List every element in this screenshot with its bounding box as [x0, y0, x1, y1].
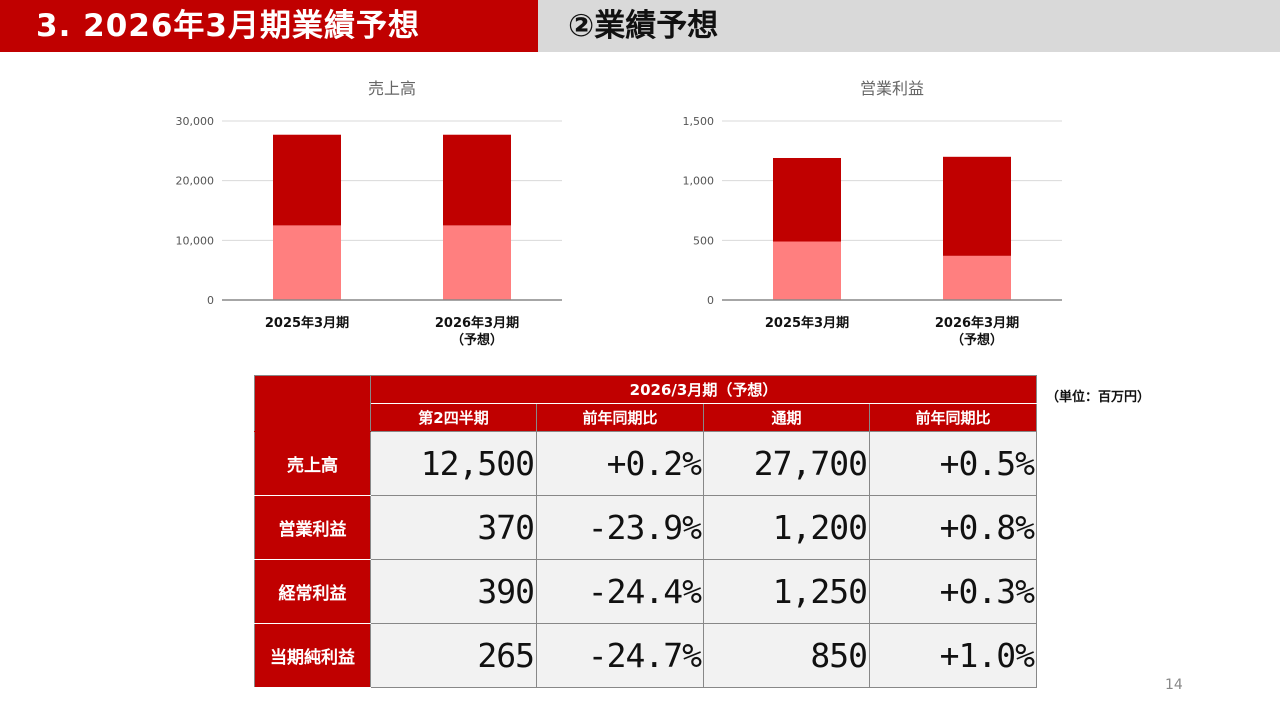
column-header: 前年同期比	[869, 403, 1037, 432]
table-row: 当期純利益 265 -24.7% 850 +1.0%	[254, 623, 1037, 688]
bar-segment	[443, 134, 511, 226]
table-cell: 12,500	[370, 431, 537, 496]
table-cell: +0.3%	[869, 559, 1037, 624]
section-title: 3. 2026年3月期業績予想	[0, 0, 538, 52]
table-cell: 390	[370, 559, 537, 624]
table-cell: -24.7%	[536, 623, 704, 688]
y-tick-label: 0	[707, 294, 714, 307]
page-title: ②業績予想	[538, 0, 1280, 52]
table-row: 経常利益 390 -24.4% 1,250 +0.3%	[254, 559, 1037, 624]
y-tick-label: 20,000	[176, 175, 215, 188]
forecast-table: 2026/3月期（予想） 第2四半期 前年同期比 通期 前年同期比 売上高 12…	[254, 375, 1037, 688]
bar-segment	[943, 156, 1011, 256]
bar-segment	[773, 241, 841, 300]
x-tick-label: 2026年3月期（予想）	[935, 315, 1019, 348]
column-header: 第2四半期	[370, 403, 537, 432]
table-row: 売上高 12,500 +0.2% 27,700 +0.5%	[254, 431, 1037, 496]
y-tick-label: 10,000	[176, 234, 215, 247]
table-cell: 27,700	[703, 431, 870, 496]
table-cell: +0.2%	[536, 431, 704, 496]
column-header: 前年同期比	[536, 403, 704, 432]
unit-label: （単位：百万円）	[1046, 390, 1151, 405]
table-cell: 370	[370, 495, 537, 560]
operating-income-chart: 営業利益 0 500 1,000 1,500 2025年3月期 2026年3月期（予想）	[683, 79, 1062, 348]
row-label: 売上高	[254, 431, 371, 496]
y-tick-label: 1,000	[683, 175, 715, 188]
row-label: 営業利益	[254, 495, 371, 560]
chart-title: 営業利益	[860, 79, 924, 98]
x-tick-label: 2026年3月期（予想）	[435, 315, 519, 348]
table-cell: -24.4%	[536, 559, 704, 624]
column-header: 通期	[703, 403, 870, 432]
table-corner	[254, 375, 371, 432]
y-tick-label: 0	[207, 294, 214, 307]
table-cell: -23.9%	[536, 495, 704, 560]
table-cell: 265	[370, 623, 537, 688]
x-tick-label: 2025年3月期	[765, 315, 849, 331]
table-cell: 1,250	[703, 559, 870, 624]
bar-segment	[773, 157, 841, 242]
chart-title: 売上高	[368, 79, 416, 98]
bar-segment	[273, 225, 341, 300]
bar-segment	[943, 255, 1011, 300]
row-label: 経常利益	[254, 559, 371, 624]
sales-chart: 売上高 0 10,000 20,000 30,000 2025年3月期 2026年3月期（予…	[176, 79, 562, 348]
table-cell: +1.0%	[869, 623, 1037, 688]
x-tick-label: 2025年3月期	[265, 315, 349, 331]
bar-segment	[273, 134, 341, 226]
table-cell: +0.8%	[869, 495, 1037, 560]
row-label: 当期純利益	[254, 623, 371, 688]
table-cell: 1,200	[703, 495, 870, 560]
table-row: 営業利益 370 -23.9% 1,200 +0.8%	[254, 495, 1037, 560]
page-number: 14	[1165, 677, 1183, 693]
y-tick-label: 500	[693, 234, 714, 247]
y-tick-label: 1,500	[683, 115, 715, 128]
table-cell: 850	[703, 623, 870, 688]
bar-segment	[443, 225, 511, 300]
table-cell: +0.5%	[869, 431, 1037, 496]
table-group-header: 2026/3月期（予想）	[370, 375, 1037, 404]
y-tick-label: 30,000	[176, 115, 215, 128]
